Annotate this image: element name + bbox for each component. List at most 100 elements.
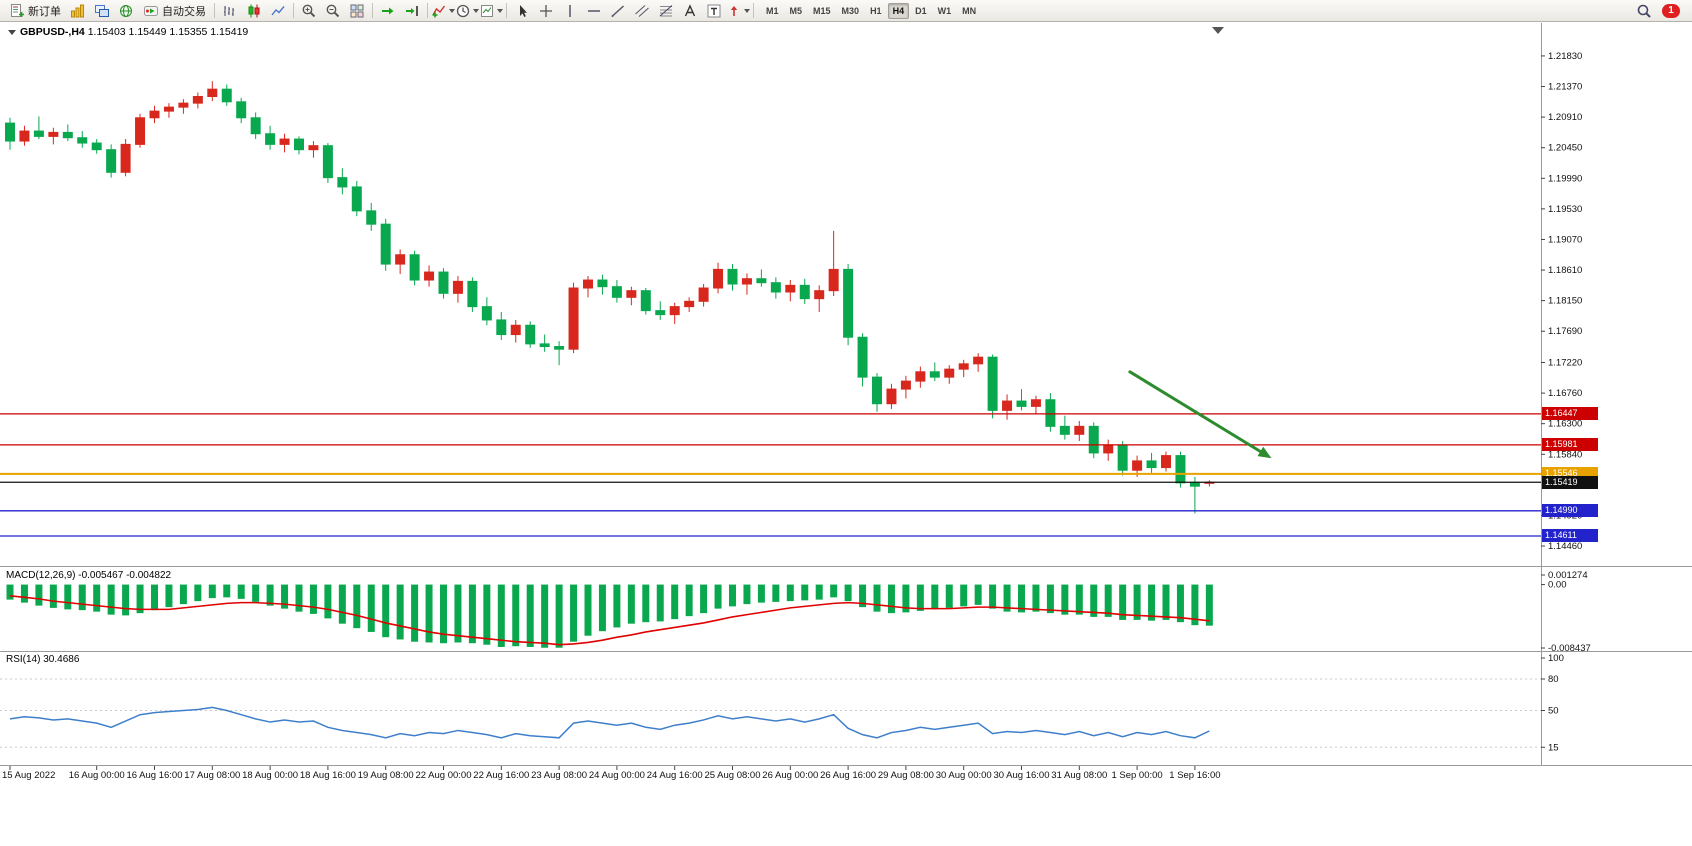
auto-scroll-button[interactable] <box>376 1 400 21</box>
bar-chart-button[interactable] <box>218 1 242 21</box>
candle-body <box>987 356 998 411</box>
macd-label: MACD(12,26,9) <box>6 570 76 581</box>
collapse-ohlc-icon[interactable] <box>8 29 16 35</box>
time-tick-label: 31 Aug 08:00 <box>1051 770 1107 781</box>
vertical-line-tool-button[interactable] <box>558 1 582 21</box>
timeframe-mn[interactable]: MN <box>957 3 981 19</box>
notification-badge[interactable]: 1 <box>1662 3 1680 18</box>
candle-body <box>958 363 969 370</box>
candle-body <box>597 279 608 288</box>
text-tool-button[interactable] <box>678 1 702 21</box>
indicators-button[interactable] <box>431 1 455 21</box>
macd-histogram-bar <box>208 584 216 599</box>
macd-axis-label: 0.00 <box>1548 580 1567 591</box>
new-order-button[interactable]: 新订单 <box>4 1 66 21</box>
text-icon <box>684 3 696 16</box>
zoom-out-button[interactable] <box>321 1 345 21</box>
price-tick-label: 1.18610 <box>1548 265 1582 276</box>
macd-histogram-bar <box>237 584 245 599</box>
time-tick-label: 30 Aug 00:00 <box>936 770 992 781</box>
new-chart-button[interactable] <box>66 1 90 21</box>
candle-body <box>1074 425 1085 435</box>
timeframe-d1[interactable]: D1 <box>910 3 932 19</box>
price-tick-label: 1.19070 <box>1548 234 1582 245</box>
candle-body <box>135 117 146 145</box>
candlestick-chart-button[interactable] <box>242 1 266 21</box>
candle-body <box>337 177 348 188</box>
arrow-tool-icon <box>730 5 738 16</box>
macd-histogram-bar <box>859 584 867 608</box>
macd-histogram-bar <box>382 584 390 638</box>
chart-shift-button[interactable] <box>400 1 424 21</box>
macd-histogram-bar <box>685 584 693 617</box>
text-label-tool-button[interactable] <box>702 1 726 21</box>
timeframe-h4[interactable]: H4 <box>887 2 910 19</box>
toolbar-separator <box>214 3 215 18</box>
cursor-tool-button[interactable] <box>510 1 534 21</box>
dropdown-caret-icon <box>473 8 479 13</box>
arrows-tool-button[interactable] <box>726 1 750 21</box>
timeframe-m15[interactable]: M15 <box>808 3 836 19</box>
macd-histogram-bar <box>1061 584 1069 615</box>
timeframe-w1[interactable]: W1 <box>933 3 957 19</box>
macd-histogram-bar <box>324 584 332 619</box>
price-tick-label: 1.21830 <box>1548 51 1582 62</box>
search-button[interactable] <box>1632 1 1656 21</box>
autotrade-button[interactable]: 自动交易 <box>138 1 211 21</box>
new-chart-icon <box>71 4 84 17</box>
macd-histogram-bar <box>873 584 881 612</box>
time-tick-label: 19 Aug 08:00 <box>358 770 414 781</box>
timeframe-m1[interactable]: M1 <box>761 3 784 19</box>
candle-body <box>163 106 174 112</box>
fibonacci-tool-button[interactable] <box>654 1 678 21</box>
new-order-label: 新订单 <box>28 5 61 18</box>
price-tick-label: 1.16760 <box>1548 388 1582 399</box>
timeframe-h1[interactable]: H1 <box>865 3 887 19</box>
time-tick-label: 26 Aug 16:00 <box>820 770 876 781</box>
toolbar-separator <box>753 3 754 18</box>
macd-histogram-bar <box>815 584 823 600</box>
time-tick-label: 17 Aug 08:00 <box>184 770 240 781</box>
zoom-in-button[interactable] <box>297 1 321 21</box>
timeframe-m30[interactable]: M30 <box>837 3 865 19</box>
macd-histogram-bar <box>555 584 563 648</box>
trend-arrow-annotation[interactable] <box>1128 370 1262 453</box>
candle-body <box>554 346 565 350</box>
time-tick-label: 23 Aug 08:00 <box>531 770 587 781</box>
horizontal-line-tool-button[interactable] <box>582 1 606 21</box>
timeframe-m5[interactable]: M5 <box>785 3 808 19</box>
toolbar-separator <box>506 3 507 18</box>
macd-histogram-bar <box>1162 584 1170 620</box>
rsi-value: 30.4686 <box>43 654 80 665</box>
profiles-button[interactable] <box>90 1 114 21</box>
macd-histogram-bar <box>122 584 130 616</box>
macd-panel-label: MACD(12,26,9) -0.005467 -0.004822 <box>6 570 171 581</box>
time-tick-label: 16 Aug 00:00 <box>69 770 125 781</box>
macd-histogram-bar <box>454 584 462 643</box>
template-icon <box>481 4 493 17</box>
time-tick-label: 16 Aug 16:00 <box>127 770 183 781</box>
macd-histogram-bar <box>613 584 621 628</box>
data-window-button[interactable] <box>114 1 138 21</box>
trendline-tool-button[interactable] <box>606 1 630 21</box>
channel-tool-button[interactable] <box>630 1 654 21</box>
tile-windows-button[interactable] <box>345 1 369 21</box>
line-chart-button[interactable] <box>266 1 290 21</box>
macd-histogram-bar <box>931 584 939 610</box>
periods-button[interactable] <box>455 1 479 21</box>
crosshair-tool-button[interactable] <box>534 1 558 21</box>
candle-body <box>944 368 955 378</box>
toolbar-separator <box>372 3 373 18</box>
rsi-label: RSI(14) <box>6 654 41 665</box>
candle-body <box>481 306 492 321</box>
candle-body <box>510 324 521 336</box>
macd-histogram-bar <box>1018 584 1025 613</box>
macd-signal-line <box>9 595 1210 646</box>
autotrade-icon <box>144 5 158 16</box>
toolbar-separator <box>427 3 428 18</box>
templates-button[interactable] <box>479 1 503 21</box>
macd-histogram-bar <box>598 584 606 632</box>
candle-body <box>1117 444 1128 471</box>
candle-body <box>380 223 391 265</box>
